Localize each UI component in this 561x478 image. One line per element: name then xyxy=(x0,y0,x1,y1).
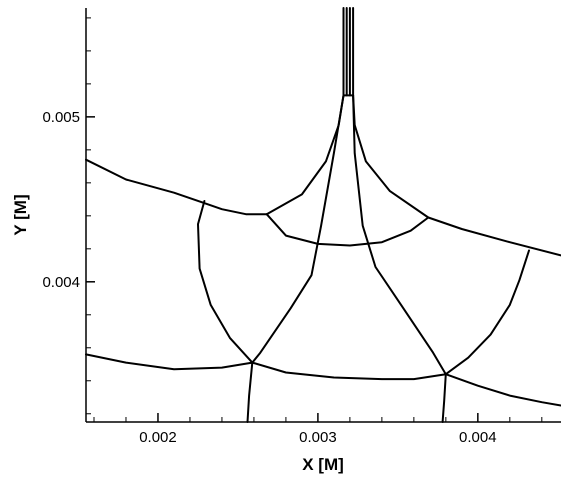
x-tick-label: 0.002 xyxy=(139,429,177,446)
contour-line-15 xyxy=(85,353,254,371)
contour-line-1 xyxy=(85,158,268,216)
contour-line-16 xyxy=(251,361,447,381)
x-tick-label: 0.003 xyxy=(299,429,337,446)
contour-line-5 xyxy=(352,94,430,219)
contour-line-14 xyxy=(444,249,530,376)
contour-line-19 xyxy=(441,373,447,423)
y-tick-label: 0.005 xyxy=(42,109,80,126)
contour-line-18 xyxy=(246,361,254,423)
contour-line-2 xyxy=(265,94,345,216)
contour-line-3 xyxy=(265,213,430,247)
contour-line-12 xyxy=(352,94,447,376)
x-axis-title: X [M] xyxy=(302,455,344,474)
contour-line-11 xyxy=(251,94,345,364)
axes: 0.002 0.003 0.004 0.004 0.005 xyxy=(42,8,561,446)
contour-line-13 xyxy=(197,200,254,364)
x-tick-label: 0.004 xyxy=(459,429,497,446)
contour-line-4 xyxy=(427,216,561,257)
plot-lines xyxy=(85,7,561,423)
contour-line-17 xyxy=(444,373,561,407)
y-axis-title: Y [M] xyxy=(11,194,30,235)
y-tick-label: 0.004 xyxy=(42,274,80,291)
